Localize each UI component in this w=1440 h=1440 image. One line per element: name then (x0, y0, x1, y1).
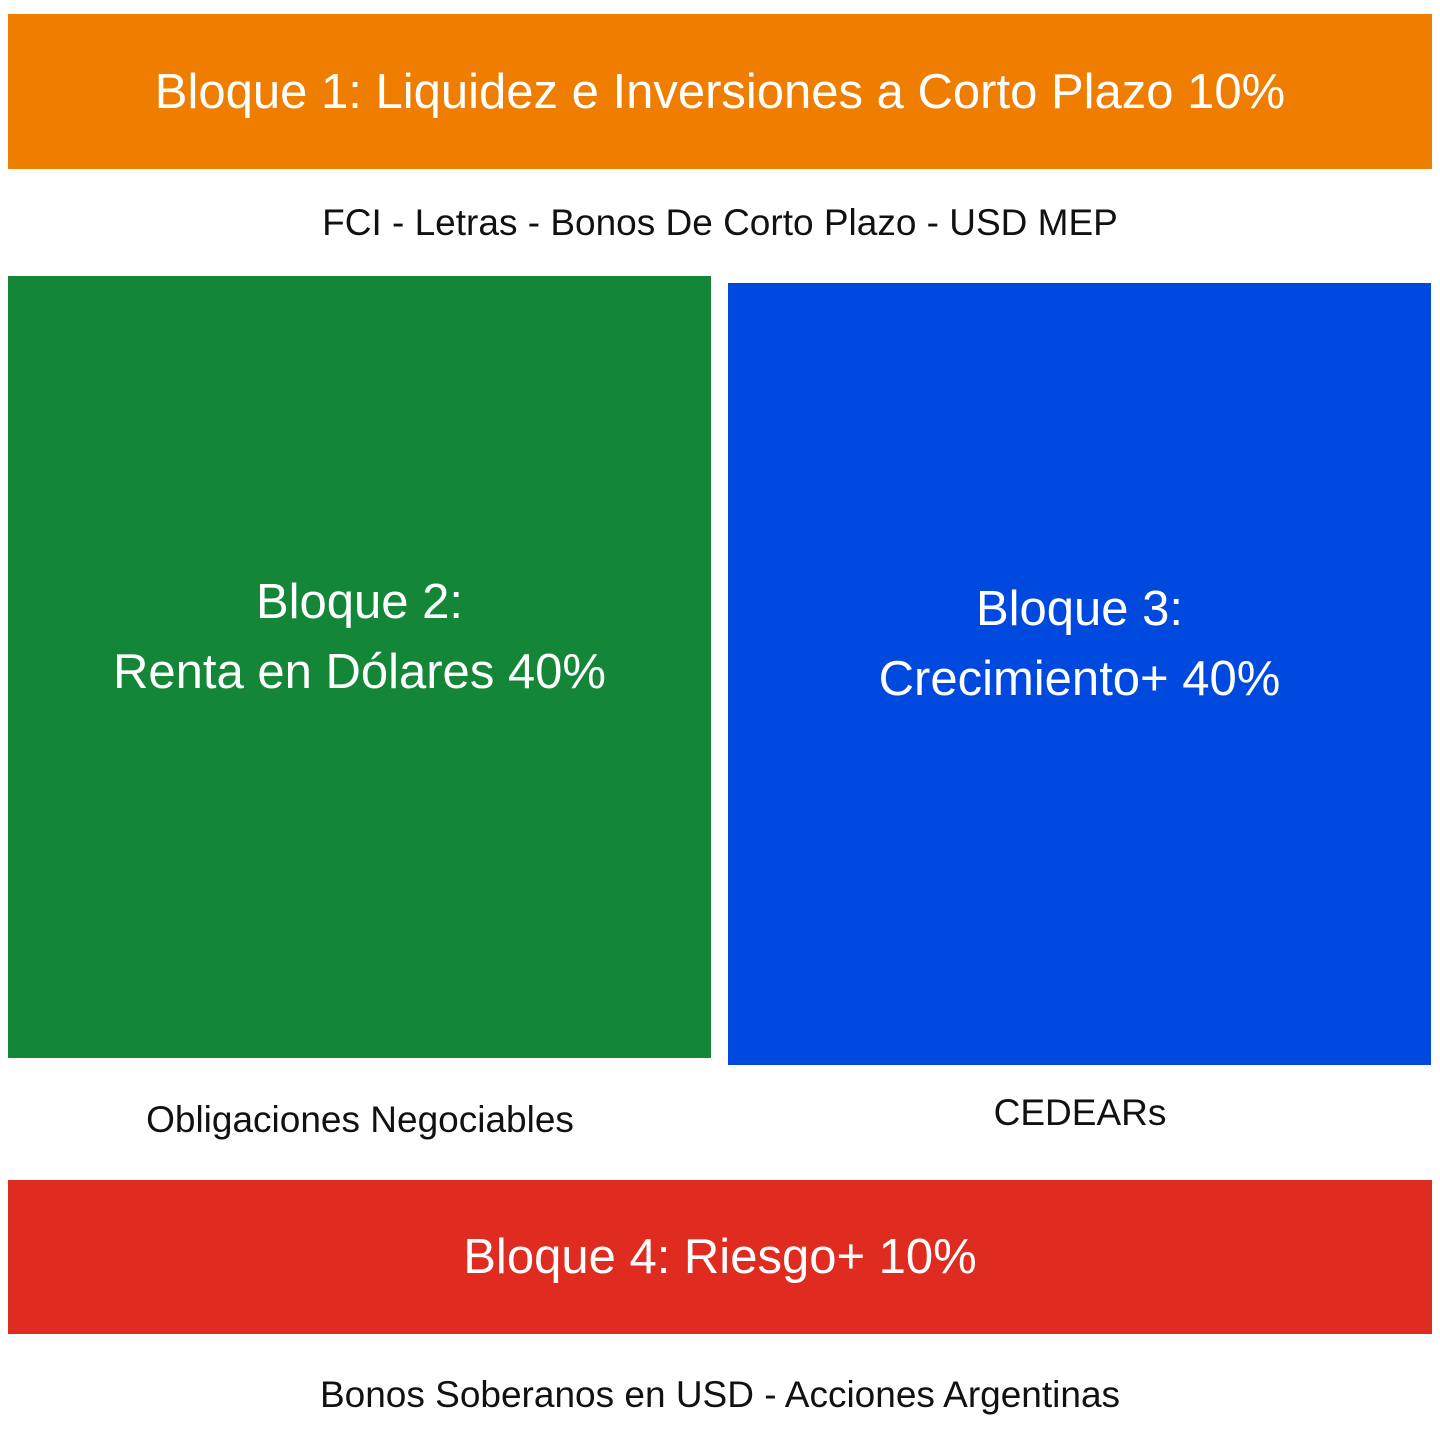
block-1-title: Bloque 1: Liquidez e Inversiones a Corto… (154, 64, 1286, 119)
block-3-growth: Bloque 3: Crecimiento+ 40% (728, 283, 1431, 1065)
block-1-caption: FCI - Letras - Bonos De Corto Plazo - US… (322, 202, 1118, 243)
block-3-title-line2: Crecimiento+ 40% (878, 652, 1281, 706)
block-4-caption: Bonos Soberanos en USD - Acciones Argent… (319, 1374, 1121, 1415)
block-2-caption: Obligaciones Negociables (146, 1099, 574, 1140)
block-3-title-line1: Bloque 3: (975, 582, 1184, 636)
block-2-title-line1: Bloque 2: (255, 575, 464, 629)
block-4-title: Bloque 4: Riesgo+ 10% (463, 1230, 977, 1284)
block-4-risk: Bloque 4: Riesgo+ 10% (8, 1180, 1432, 1334)
block-3-caption: CEDEARs (993, 1092, 1167, 1133)
block-2-title-line2: Renta en Dólares 40% (112, 645, 606, 699)
block-2-dollar-income: Bloque 2: Renta en Dólares 40% (8, 276, 711, 1058)
block-1-liquidity: Bloque 1: Liquidez e Inversiones a Corto… (8, 14, 1432, 169)
